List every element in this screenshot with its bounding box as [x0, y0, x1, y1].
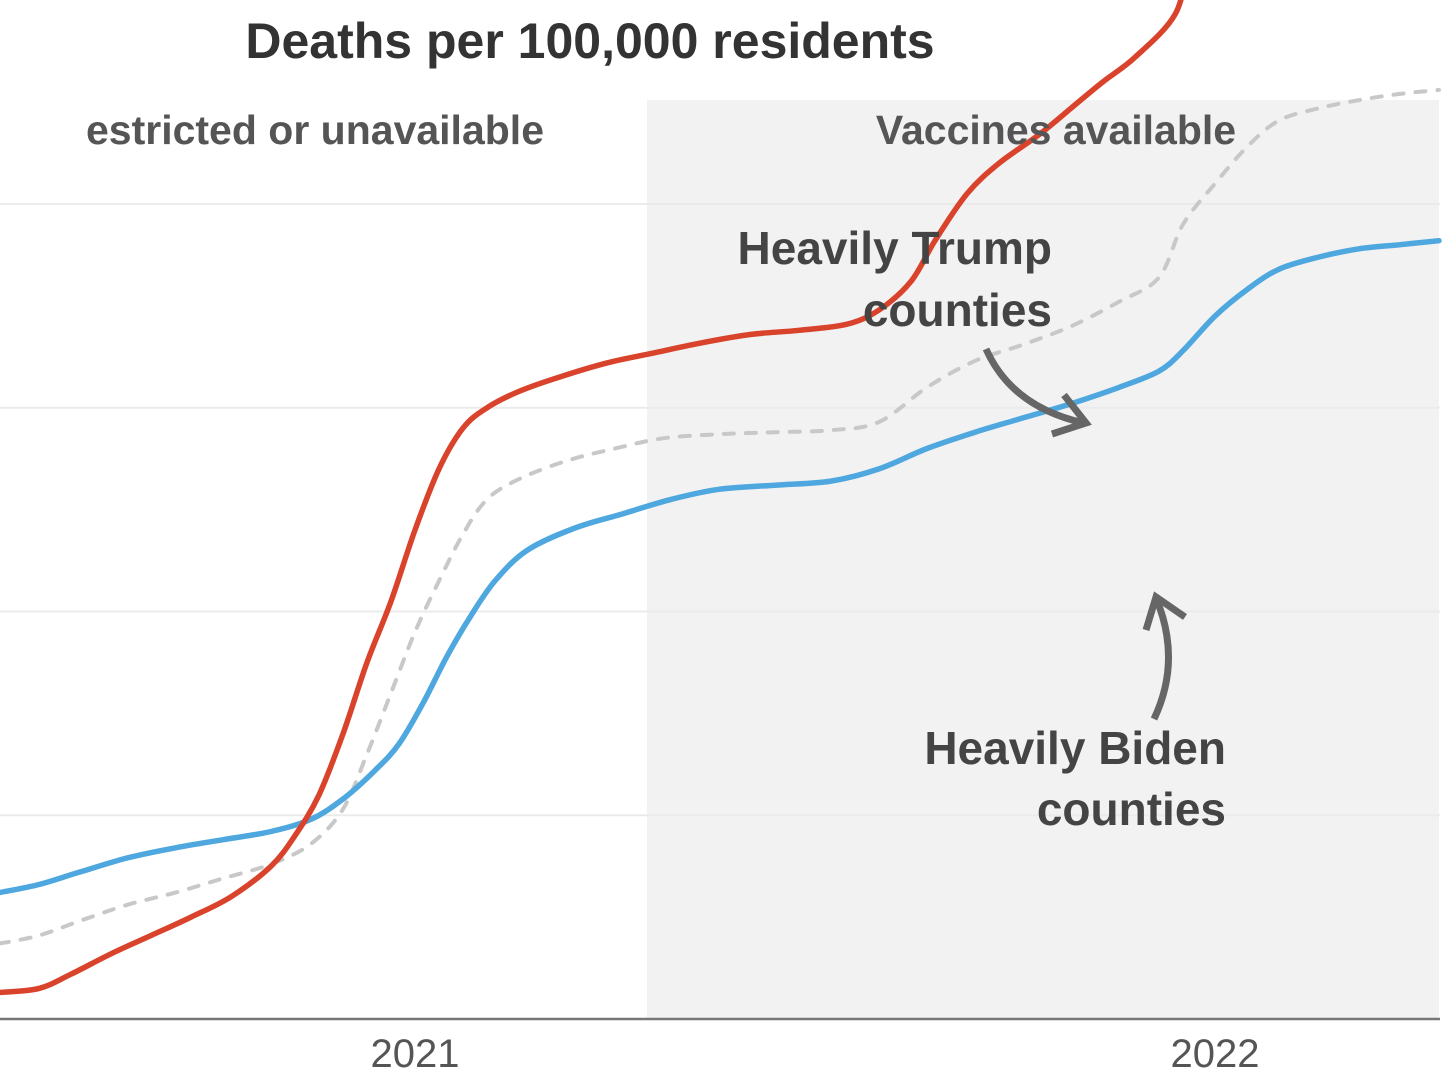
series-line-heavily-trump-counties	[0, 0, 1184, 996]
series-line-heavily-biden-counties	[0, 237, 1442, 896]
annotation-biden-line1: Heavily Biden	[924, 722, 1226, 774]
period-shade-1	[647, 100, 1439, 1019]
chart-title: Deaths per 100,000 residents	[245, 13, 934, 69]
period-label-restricted: estricted or unavailable	[86, 107, 544, 153]
annotation-trump-line2: counties	[863, 284, 1052, 336]
annotation-trump: Heavily Trump counties	[738, 222, 1092, 438]
series-line-all-counties	[0, 87, 1441, 946]
annotation-biden-line2: counties	[1037, 783, 1226, 835]
period-shading-layer	[647, 100, 1439, 1019]
arrowhead-icon-biden	[1142, 591, 1187, 632]
annotation-trump-line1: Heavily Trump	[738, 222, 1052, 274]
arrow-icon-trump	[982, 347, 1085, 427]
x-tick-label-2021: 2021	[371, 1032, 460, 1076]
arrowhead-icon-trump	[1050, 392, 1092, 438]
x-tick-labels: 2021 2022	[371, 1032, 1260, 1076]
gridlines	[0, 203, 1440, 817]
series-layer	[0, 0, 1442, 996]
period-label-vaccines: Vaccines available	[876, 107, 1236, 153]
arrow-icon-biden	[1150, 596, 1172, 721]
annotation-biden: Heavily Biden counties	[924, 591, 1226, 835]
x-tick-label-2022: 2022	[1171, 1032, 1260, 1076]
